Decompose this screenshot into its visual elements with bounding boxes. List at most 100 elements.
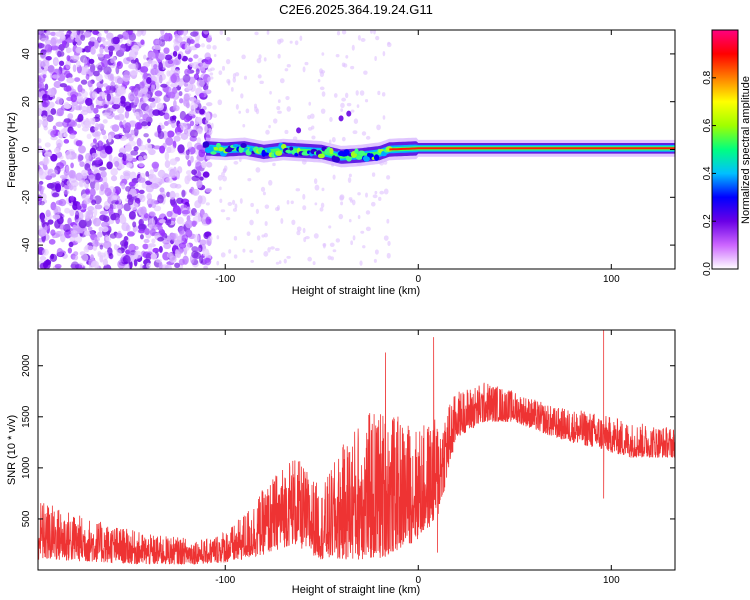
spectrogram-noise-cell	[183, 99, 190, 107]
spectrogram-noise-cell	[210, 122, 214, 129]
spectrogram-noise-cell	[103, 54, 111, 59]
spectrogram-noise-cell	[114, 232, 123, 239]
spectrogram-noise-cell	[202, 30, 210, 35]
spectrogram-noise-cell	[150, 199, 157, 209]
spectrogram-y-axis-label: Frequency (Hz)	[6, 112, 18, 188]
spectrogram-ridge-blob	[354, 148, 359, 154]
spectrogram-noise-cell	[365, 192, 368, 198]
spectrogram-noise-cell	[193, 99, 201, 105]
spectrogram-noise-cell	[165, 136, 174, 146]
spectrogram-noise-cell	[351, 199, 356, 206]
spectrogram-noise-cell	[50, 130, 58, 138]
spectrogram-noise-cell	[112, 95, 121, 105]
spectrogram-noise-cell	[111, 200, 119, 205]
spectrogram-noise-cell	[263, 57, 267, 62]
spectrogram-noise-cell	[153, 44, 162, 51]
spectrogram-noise-cell	[217, 99, 223, 106]
spectrogram-x-axis-label: Height of straight line (km)	[292, 285, 420, 297]
spectrogram-noise-cell	[136, 138, 143, 147]
spectrogram-noise-cell	[231, 199, 236, 206]
spectrogram-noise-cell	[246, 231, 251, 237]
spectrogram-noise-cell	[111, 103, 121, 110]
spectrogram-noise-cell	[74, 77, 81, 82]
spectrogram-noise-cell	[350, 240, 354, 246]
spectrogram-noise-cell	[183, 115, 191, 123]
spectrogram-noise-cell	[335, 53, 340, 58]
snr-frame	[37, 329, 676, 571]
spectrogram-noise-cell	[330, 256, 334, 261]
spectrogram-noise-cell	[233, 254, 238, 259]
spectrogram-noise-cell	[362, 245, 366, 249]
spectrogram-noise-speckle	[38, 30, 392, 269]
spectrogram-noise-cell	[218, 70, 223, 76]
spectrogram-noise-cell	[129, 69, 138, 76]
colorbar-gradient-bar	[712, 30, 738, 269]
spectrogram-feature	[296, 127, 302, 134]
spectrogram-noise-cell	[100, 170, 107, 178]
spectrogram-noise-cell	[165, 219, 172, 226]
spectrogram-noise-cell	[72, 203, 78, 211]
spectrogram-noise-cell	[42, 93, 48, 99]
spectrogram-noise-cell	[178, 226, 185, 235]
spectrogram-noise-cell	[350, 65, 355, 70]
spectrogram-noise-cell	[147, 59, 153, 64]
spectrogram-noise-cell	[102, 181, 109, 190]
spectrogram-noise-cell	[181, 209, 191, 215]
spectrogram-noise-cell	[101, 58, 109, 68]
spectrogram-noise-cell	[202, 171, 210, 178]
spectrogram-noise-cell	[386, 252, 391, 259]
spectrogram-noise-cell	[77, 123, 82, 129]
spectrogram-noise-cell	[90, 46, 96, 55]
spectrogram-noise-cell	[70, 162, 74, 169]
spectrogram-noise-cell	[133, 96, 139, 106]
spectrogram-noise-cell	[197, 195, 203, 204]
spectrogram-noise-cell	[87, 206, 95, 212]
spectrogram-noise-cell	[196, 247, 202, 252]
spectrogram-noise-cell	[198, 62, 204, 67]
spectrogram-noise-cell	[81, 253, 89, 262]
spectrogram-noise-cell	[121, 222, 130, 232]
spectrogram-noise-cell	[70, 32, 75, 40]
spectrogram-noise-cell	[364, 99, 369, 103]
spectrogram-noise-cell	[182, 74, 191, 83]
spectrogram-noise-cell	[66, 55, 71, 62]
spectrogram-noise-cell	[40, 110, 48, 118]
spectrogram-noise-cell	[256, 57, 262, 64]
spectrogram-noise-cell	[344, 92, 349, 99]
spectrogram-noise-cell	[62, 119, 69, 128]
spectrogram-noise-cell	[196, 116, 203, 123]
spectrogram-noise-cell	[95, 172, 101, 181]
spectrogram-noise-cell	[119, 147, 127, 153]
spectrogram-noise-cell	[48, 239, 56, 245]
spectrogram-noise-cell	[91, 241, 100, 247]
spectrogram-noise-cell	[161, 264, 169, 269]
spectrogram-noise-cell	[163, 242, 172, 250]
spectrogram-noise-cell	[286, 63, 291, 68]
spectrogram-noise-cell	[295, 188, 301, 192]
spectrogram-noise-cell	[196, 179, 203, 189]
snr-x-axis: -100 0 100	[215, 330, 620, 586]
spectrogram-noise-cell	[44, 83, 49, 91]
spectrogram-noise-cell	[242, 248, 246, 253]
spectrogram-noise-cell	[158, 61, 163, 71]
spectrogram-ridge-blob	[249, 147, 254, 153]
spectrogram-noise-cell	[177, 144, 185, 154]
spectrogram-noise-cell	[144, 180, 153, 186]
spectrogram-noise-cell	[332, 249, 337, 253]
spectrogram-noise-cell	[58, 30, 65, 34]
spectrogram-noise-cell	[238, 110, 241, 114]
spectrogram-noise-cell	[101, 129, 107, 136]
spectrogram-noise-cell	[120, 124, 125, 129]
snr-y-tick-label: 500	[21, 510, 32, 527]
spectrogram-noise-cell	[167, 91, 176, 99]
spectrogram-noise-cell	[65, 165, 70, 173]
spectrogram-noise-cell	[146, 262, 151, 269]
spectrogram-noise-cell	[185, 242, 190, 251]
spectrogram-noise-cell	[181, 234, 189, 242]
spectrogram-noise-cell	[185, 170, 192, 176]
spectrogram-noise-cell	[102, 258, 109, 266]
spectrogram-noise-cell	[153, 205, 162, 212]
spectrogram-noise-cell	[86, 133, 92, 140]
spectrogram-noise-cell	[91, 117, 96, 125]
spectrogram-noise-cell	[184, 175, 190, 185]
